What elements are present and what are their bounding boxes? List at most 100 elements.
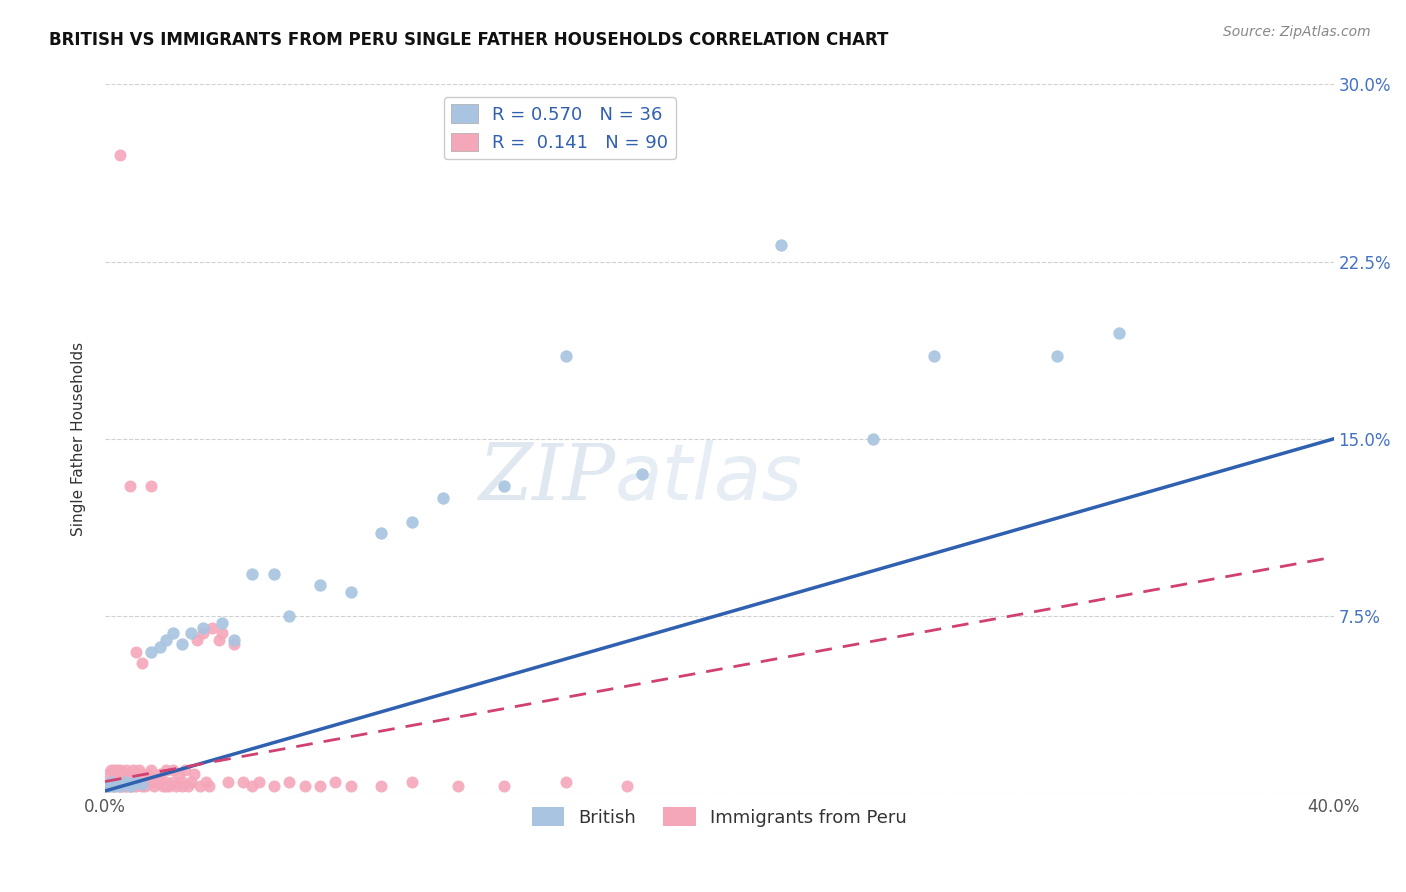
Point (128, 774, 150, 789)
Point (115, 774, 138, 789)
Point (183, 767, 205, 781)
Point (177, 779, 200, 793)
Point (118, 774, 141, 789)
Point (1046, 349, 1069, 363)
Point (112, 777, 135, 791)
Point (112, 779, 135, 793)
Point (401, 515, 423, 529)
Point (769, 238, 792, 252)
Point (242, 566, 264, 581)
Point (115, 779, 138, 793)
Point (121, 777, 143, 791)
Text: Source: ZipAtlas.com: Source: ZipAtlas.com (1223, 25, 1371, 39)
Point (134, 774, 156, 789)
Point (294, 779, 316, 793)
Point (121, 774, 143, 789)
Point (162, 774, 184, 789)
Point (309, 578, 332, 592)
Point (128, 763, 150, 777)
Point (263, 566, 285, 581)
Point (110, 779, 132, 793)
Point (115, 774, 138, 789)
Point (162, 625, 184, 640)
Point (370, 779, 392, 793)
Point (207, 632, 229, 647)
Point (110, 767, 132, 781)
Point (370, 526, 392, 541)
Point (278, 609, 301, 624)
Point (447, 779, 470, 793)
Point (165, 779, 187, 793)
Point (139, 479, 162, 493)
Point (149, 767, 172, 781)
Point (432, 491, 454, 505)
Text: atlas: atlas (614, 440, 803, 516)
Point (118, 479, 141, 493)
Point (110, 763, 132, 777)
Point (554, 774, 576, 789)
Point (167, 767, 190, 781)
Point (103, 779, 125, 793)
Point (159, 779, 181, 793)
Point (211, 616, 233, 631)
Point (494, 479, 516, 493)
Point (143, 779, 166, 793)
Point (339, 585, 361, 599)
Point (155, 763, 177, 777)
Point (494, 779, 516, 793)
Point (103, 779, 125, 793)
Point (217, 774, 239, 789)
Point (325, 774, 347, 789)
Point (922, 349, 945, 363)
Point (193, 625, 215, 640)
Point (180, 625, 202, 640)
Point (180, 774, 202, 789)
Point (152, 779, 174, 793)
Point (105, 774, 128, 789)
Point (862, 432, 884, 446)
Point (112, 774, 135, 789)
Point (136, 767, 159, 781)
Point (211, 625, 233, 640)
Point (242, 779, 264, 793)
Point (115, 779, 138, 793)
Point (278, 774, 301, 789)
Point (193, 621, 215, 635)
Point (97, 767, 120, 781)
Point (155, 779, 177, 793)
Point (186, 632, 208, 647)
Point (170, 779, 193, 793)
Point (155, 774, 177, 789)
Point (170, 774, 193, 789)
Point (103, 767, 125, 781)
Point (112, 767, 135, 781)
Point (149, 774, 172, 789)
Point (1108, 326, 1130, 340)
Point (616, 779, 638, 793)
Point (105, 763, 128, 777)
Point (125, 774, 148, 789)
Point (149, 640, 172, 654)
Point (118, 779, 141, 793)
Text: BRITISH VS IMMIGRANTS FROM PERU SINGLE FATHER HOUSEHOLDS CORRELATION CHART: BRITISH VS IMMIGRANTS FROM PERU SINGLE F… (49, 31, 889, 49)
Point (247, 774, 270, 789)
Point (139, 644, 162, 658)
Point (232, 774, 254, 789)
Point (131, 779, 153, 793)
Point (110, 774, 132, 789)
Point (125, 779, 148, 793)
Point (110, 148, 132, 162)
Point (195, 774, 218, 789)
Point (121, 763, 143, 777)
Point (125, 774, 148, 789)
Point (105, 777, 128, 791)
Point (162, 763, 184, 777)
Text: ZIP: ZIP (478, 440, 614, 516)
Point (125, 767, 148, 781)
Point (131, 777, 153, 791)
Point (103, 763, 125, 777)
Point (222, 638, 245, 652)
Point (201, 621, 224, 635)
Point (339, 779, 361, 793)
Point (198, 779, 221, 793)
